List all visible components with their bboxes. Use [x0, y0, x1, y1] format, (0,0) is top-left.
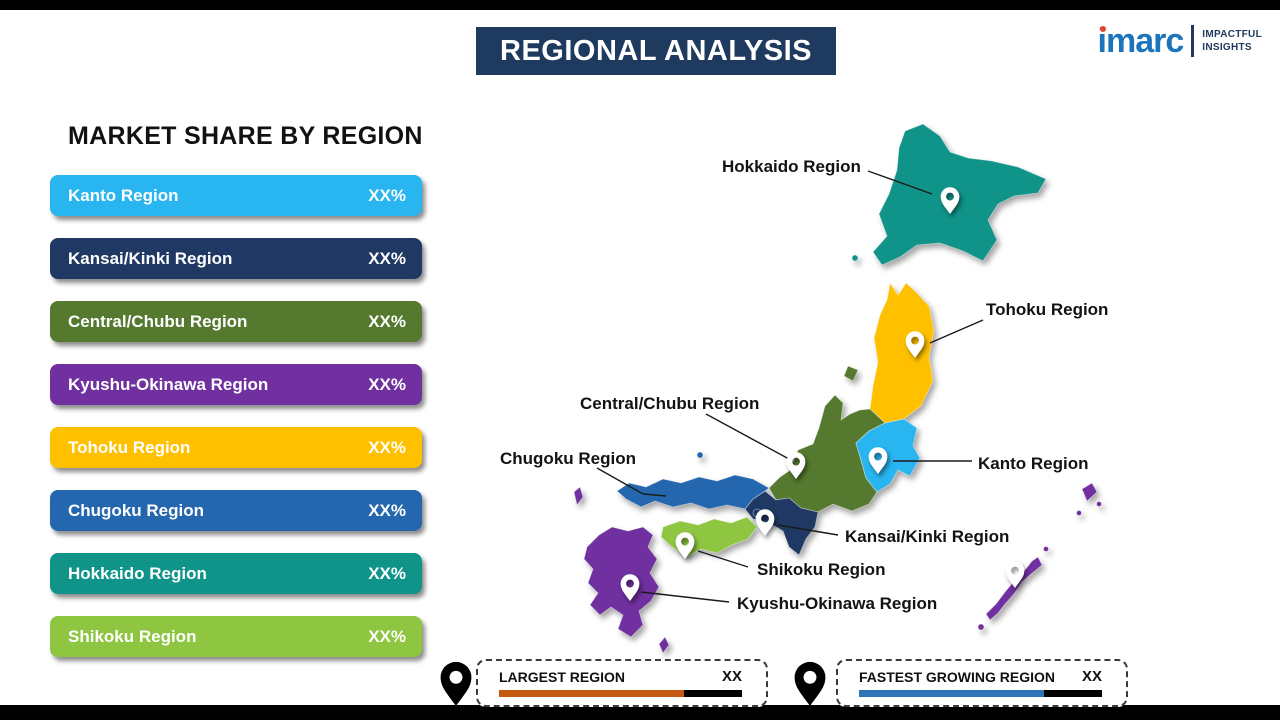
- share-bar-tohoku: Tohoku Region XX%: [50, 427, 422, 468]
- region-shape-okinawa-dot2: [977, 623, 985, 631]
- share-bar-value: XX%: [368, 311, 406, 331]
- legend-fastest-growing-region: FASTEST GROWING REGION XX: [836, 659, 1128, 707]
- map-connector-lines: [596, 170, 984, 603]
- region-shape-tanegashima-island: [658, 636, 670, 654]
- share-bar-value: XX%: [368, 374, 406, 394]
- region-shape-shikoku: [660, 516, 758, 558]
- connector-tohoku: [929, 319, 984, 344]
- region-shape-oki-island: [696, 451, 704, 459]
- share-bar-kyushu-okinawa: Kyushu-Okinawa Region XX%: [50, 364, 422, 405]
- map-regions: [573, 123, 1102, 654]
- map-pin-okinawa: [1005, 561, 1025, 588]
- connector-hokkaido: [867, 170, 933, 195]
- map-label-chubu: Central/Chubu Region: [580, 394, 760, 413]
- logo-tagline-line1: IMPACTFUL: [1202, 29, 1262, 40]
- legend-largest-bar-black: [683, 690, 742, 697]
- share-bar-chubu: Central/Chubu Region XX%: [50, 301, 422, 342]
- share-bar-value: XX%: [368, 563, 406, 583]
- legend-largest-bar: [499, 690, 742, 697]
- share-bar-label: Chugoku Region: [68, 500, 204, 520]
- map-pin-kansai: [755, 509, 775, 536]
- page-title: REGIONAL ANALYSIS: [476, 27, 836, 75]
- region-shape-okinawa-dot1: [1043, 546, 1049, 552]
- legend-fastest-bar-black: [1043, 690, 1102, 697]
- region-shape-kanto: [855, 418, 921, 493]
- share-bar-hokkaido: Hokkaido Region XX%: [50, 553, 422, 594]
- connector-chugoku: [596, 467, 667, 497]
- logo-tagline: IMPACTFUL INSIGHTS: [1202, 28, 1262, 54]
- region-shape-amami-dot1: [1096, 501, 1102, 507]
- share-bar-label: Tohoku Region: [68, 437, 191, 457]
- region-shape-okushiri-island: [851, 254, 859, 262]
- region-shape-tsushima-island: [573, 486, 584, 506]
- share-bar-label: Kansai/Kinki Region: [68, 248, 233, 268]
- share-bar-label: Hokkaido Region: [68, 563, 207, 583]
- market-share-bar-list: Kanto Region XX% Kansai/Kinki Region XX%…: [50, 175, 422, 679]
- map-label-tohoku: Tohoku Region: [986, 300, 1109, 319]
- region-shape-amami-dot2: [1076, 510, 1082, 516]
- legend-fastest-label: FASTEST GROWING REGION: [859, 668, 1056, 685]
- logo-divider: [1191, 25, 1195, 57]
- connector-kyushu: [640, 591, 730, 603]
- region-shape-chugoku: [616, 474, 770, 510]
- legend-largest-bar-colored: [499, 690, 684, 697]
- map-label-kanto: Kanto Region: [978, 454, 1089, 473]
- share-bar-kansai: Kansai/Kinki Region XX%: [50, 238, 422, 279]
- map-label-kyushu-okinawa: Kyushu-Okinawa Region: [737, 594, 938, 613]
- share-bar-value: XX%: [368, 500, 406, 520]
- connector-kansai: [777, 524, 839, 536]
- legend-fastest-bar-colored: [859, 690, 1044, 697]
- imarc-logo-wordmark: imarc: [1097, 22, 1185, 60]
- legend-largest-label: LARGEST REGION: [499, 668, 626, 685]
- share-bar-label: Kanto Region: [68, 185, 179, 205]
- region-shape-hokkaido: [872, 123, 1047, 266]
- share-bar-shikoku: Shikoku Region XX%: [50, 616, 422, 657]
- market-share-heading: MARKET SHARE BY REGION: [68, 122, 423, 150]
- map-label-shikoku: Shikoku Region: [757, 560, 886, 579]
- imarc-logo: imarc IMPACTFUL INSIGHTS: [1098, 24, 1262, 58]
- map-label-chugoku: Chugoku Region: [500, 449, 636, 468]
- legend-fastest-value: XX: [1081, 668, 1102, 685]
- map-label-hokkaido: Hokkaido Region: [722, 157, 861, 176]
- region-shape-sado-island: [843, 365, 859, 382]
- share-bar-chugoku: Chugoku Region XX%: [50, 490, 422, 531]
- share-bar-value: XX%: [368, 248, 406, 268]
- share-bar-label: Central/Chubu Region: [68, 311, 248, 331]
- share-bar-label: Shikoku Region: [68, 626, 197, 646]
- page-title-text: REGIONAL ANALYSIS: [500, 34, 812, 67]
- connector-shikoku: [697, 550, 749, 568]
- connector-chubu: [705, 413, 790, 460]
- legend-largest-region: LARGEST REGION XX: [476, 659, 768, 707]
- legend-pin-fastest: [794, 661, 826, 706]
- logo-i-dot: [1099, 26, 1106, 32]
- bottom-black-bar: [0, 705, 1280, 720]
- share-bar-value: XX%: [368, 437, 406, 457]
- region-shape-amami-islands: [1081, 482, 1098, 502]
- share-bar-value: XX%: [368, 626, 406, 646]
- legend-largest-value: XX: [721, 668, 742, 685]
- legend-pin-largest: [440, 661, 472, 706]
- share-bar-label: Kyushu-Okinawa Region: [68, 374, 269, 394]
- share-bar-kanto: Kanto Region XX%: [50, 175, 422, 216]
- share-bar-value: XX%: [368, 185, 406, 205]
- map-pin-shikoku: [675, 532, 695, 559]
- logo-tagline-line2: INSIGHTS: [1202, 42, 1252, 53]
- top-black-bar: [0, 0, 1280, 10]
- legend-fastest-bar: [859, 690, 1102, 697]
- map-label-kansai: Kansai/Kinki Region: [845, 527, 1010, 546]
- region-shape-tohoku: [869, 281, 935, 424]
